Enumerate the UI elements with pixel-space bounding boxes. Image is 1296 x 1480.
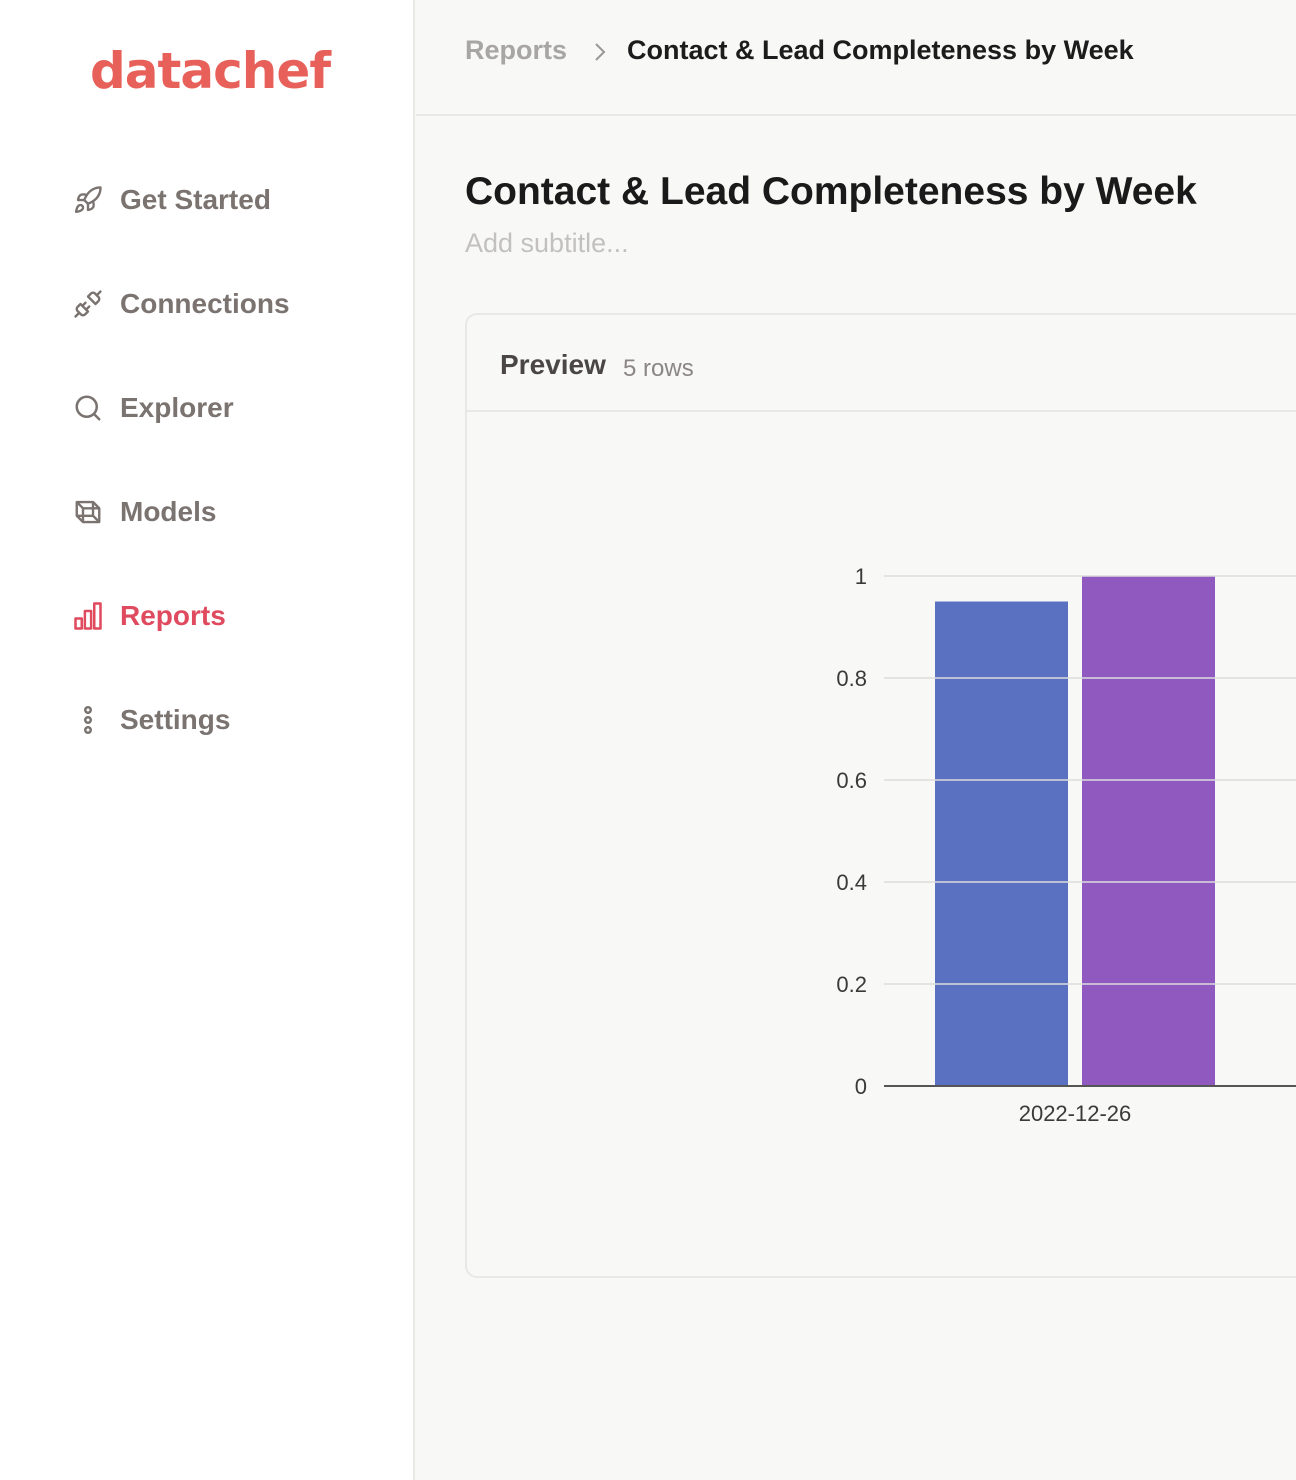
- y-tick-label: 0.4: [836, 870, 867, 895]
- breadcrumb-reports-link[interactable]: Reports: [465, 35, 568, 65]
- nav-settings[interactable]: Settings: [72, 700, 230, 740]
- chevron-right-icon: [595, 43, 606, 61]
- nav-get-started[interactable]: Get Started: [72, 180, 271, 220]
- nav-label: Explorer: [120, 392, 234, 423]
- y-tick-label: 0.6: [836, 768, 867, 793]
- page-title[interactable]: Contact & Lead Completeness by Week: [465, 170, 1197, 213]
- nav-label: Settings: [120, 704, 231, 735]
- nav-label: Reports: [120, 600, 226, 631]
- cube-icon: [72, 496, 104, 528]
- bar-chart-icon: [72, 600, 104, 632]
- y-tick-label: 0: [855, 1074, 867, 1099]
- nav-label: Connections: [120, 288, 290, 319]
- nav-models[interactable]: Models: [72, 492, 216, 532]
- bar-chart: 0 0.2 0.4 0.6 0.8 1 2022-12-26: [836, 564, 1296, 1126]
- sidebar: datachef Get Started: [0, 0, 415, 1480]
- bar-series-2[interactable]: [1082, 576, 1215, 1086]
- row-count: 5 rows: [623, 355, 694, 382]
- nav-reports[interactable]: Reports: [72, 596, 226, 636]
- preview-card: Preview 5 rows 0 0.2 0.4 0.6 0.8 1 2022-12-26: [465, 313, 1296, 1278]
- breadcrumb-current: Contact & Lead Completeness by Week: [627, 35, 1134, 65]
- nav-label: Models: [120, 496, 217, 527]
- bar-series-1[interactable]: [935, 601, 1068, 1087]
- top-header: Reports Contact & Lead Completeness by W…: [416, 0, 1296, 116]
- plug-icon: [72, 288, 104, 320]
- y-tick-label: 1: [855, 564, 867, 589]
- y-tick-label: 0.2: [836, 972, 867, 997]
- more-vertical-icon: [72, 704, 104, 736]
- nav-label: Get Started: [120, 184, 271, 215]
- preview-header: Preview 5 rows: [467, 315, 1296, 412]
- search-icon: [72, 392, 104, 424]
- nav-connections[interactable]: Connections: [72, 284, 290, 324]
- nav-explorer[interactable]: Explorer: [72, 388, 234, 428]
- x-tick-label: 2022-12-26: [1019, 1101, 1132, 1126]
- preview-title: Preview: [500, 349, 606, 380]
- rocket-icon: [72, 184, 104, 216]
- y-tick-label: 0.8: [836, 666, 867, 691]
- datachef-logo[interactable]: datachef: [90, 42, 331, 100]
- subtitle-input[interactable]: Add subtitle...: [465, 228, 629, 258]
